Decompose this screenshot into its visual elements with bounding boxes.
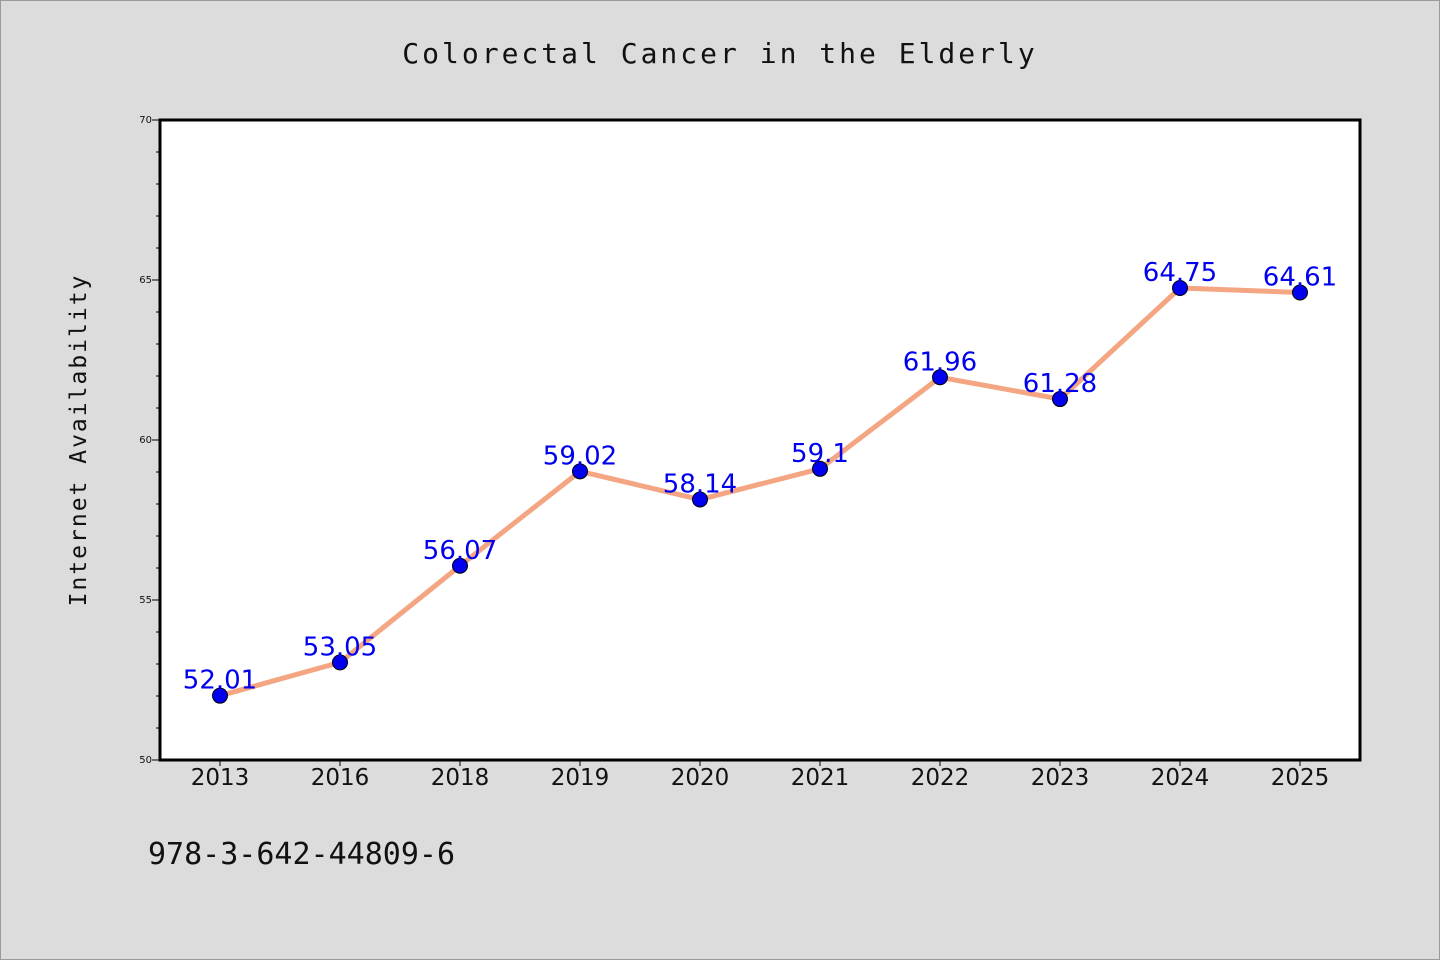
data-point-label: 58.14 — [663, 470, 737, 500]
series-line-group — [217, 285, 1303, 699]
data-point-marker — [1172, 280, 1188, 296]
isbn-text: 978-3-642-44809-6 — [148, 837, 455, 872]
data-point-marker — [332, 654, 348, 671]
data-point-marker — [692, 491, 708, 508]
x-tick-label: 2022 — [911, 765, 970, 791]
data-point-label: 64.61 — [1263, 262, 1337, 292]
data-point-label: 59.1 — [791, 439, 849, 469]
x-tick-label: 2019 — [551, 765, 610, 791]
data-point-marker — [212, 687, 228, 704]
x-tick-label: 2023 — [1031, 765, 1090, 791]
y-axis: 50 55 60 65 70 — [139, 115, 160, 766]
data-point-marker — [1292, 284, 1308, 301]
y-tick-label: 60 — [139, 435, 152, 446]
x-tick-label: 2025 — [1271, 765, 1330, 791]
data-point-label: 59.02 — [543, 441, 617, 471]
data-point-marker — [572, 463, 588, 480]
data-point-label: 64.75 — [1143, 258, 1217, 288]
y-tick-label: 55 — [139, 595, 152, 606]
data-point-marker — [932, 369, 948, 386]
y-tick-label: 70 — [139, 115, 152, 126]
data-point-label: 53.05 — [303, 632, 377, 662]
series-line — [217, 285, 1303, 699]
data-point-label: 61.28 — [1023, 369, 1097, 399]
x-tick-label: 2020 — [671, 765, 730, 791]
plot-area — [160, 120, 1360, 760]
x-tick-label: 2013 — [191, 765, 250, 791]
data-label-group: 52.01 53.05 56.07 59.02 58.14 59.1 61.96 61.28 6… — [183, 258, 1337, 696]
data-point-marker — [452, 557, 468, 574]
x-tick-label: 2024 — [1151, 765, 1210, 791]
data-point-label: 56.07 — [423, 536, 497, 566]
x-tick-label: 2016 — [311, 765, 370, 791]
data-point-marker — [812, 460, 828, 477]
data-point-label: 52.01 — [183, 666, 257, 696]
chart-title: Colorectal Cancer in the Elderly — [402, 37, 1037, 70]
data-point-marker — [1052, 391, 1068, 408]
x-axis: 2013 2016 2018 2019 2020 2021 2022 2023 2024 2025 — [191, 760, 1330, 791]
x-tick-label: 2021 — [791, 765, 850, 791]
data-point-label: 61.96 — [903, 347, 977, 377]
y-tick-label: 65 — [139, 275, 152, 286]
y-axis-label: Internet Availability — [66, 274, 92, 607]
marker-group — [212, 280, 1308, 704]
x-tick-label: 2018 — [431, 765, 490, 791]
plot-border — [158, 118, 1362, 762]
y-tick-label: 50 — [139, 755, 152, 766]
